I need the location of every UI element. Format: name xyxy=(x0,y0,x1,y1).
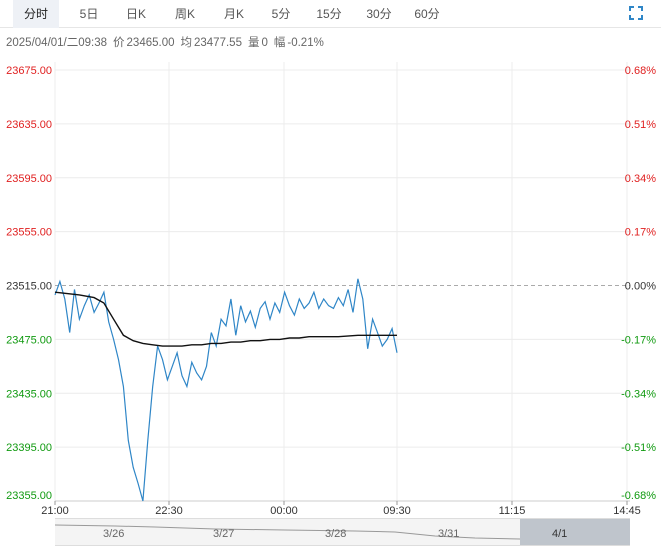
pct-tick-label: -0.34% xyxy=(621,388,656,400)
average-line xyxy=(54,291,397,347)
navigator-selection[interactable] xyxy=(520,519,630,545)
pct-tick-label: -0.51% xyxy=(621,442,656,454)
price-label: 价 xyxy=(113,37,125,49)
x-tick-label: 11:15 xyxy=(499,505,526,517)
y-tick-label: 23555.00 xyxy=(6,227,52,239)
nav-label-0326: 3/26 xyxy=(103,528,125,540)
nav-label-0327: 3/27 xyxy=(213,528,235,540)
tab-daily-k[interactable]: 日K xyxy=(125,7,146,21)
y-tick-label: 23355.00 xyxy=(6,490,52,502)
pct-tick-label: 0.00% xyxy=(625,281,656,293)
x-tick-label: 00:00 xyxy=(270,505,298,517)
quote-avg: 23477.55 xyxy=(194,37,242,49)
y-tick-label: 23635.00 xyxy=(6,119,52,131)
tab-weekly-k[interactable]: 周K xyxy=(174,7,195,21)
pct-tick-label: 0.68% xyxy=(625,65,656,77)
x-tick-label: 14:45 xyxy=(613,505,641,517)
x-tick-label: 22:30 xyxy=(155,505,183,517)
navigator-sparkline xyxy=(55,524,521,540)
pct-tick-label: -0.17% xyxy=(621,334,656,346)
change-label: 幅 xyxy=(273,37,286,49)
quote-change: -0.21% xyxy=(287,37,324,49)
y-tick-label: 23435.00 xyxy=(6,388,52,400)
tab-intraday[interactable]: 分时 xyxy=(13,0,59,28)
y-tick-label: 23675.00 xyxy=(6,65,52,77)
tab-15min[interactable]: 15分 xyxy=(316,7,342,21)
x-tick-label: 09:30 xyxy=(383,505,411,517)
fullscreen-icon[interactable] xyxy=(629,6,643,20)
tab-monthly-k[interactable]: 月K xyxy=(223,7,244,21)
quote-volume: 0 xyxy=(261,37,268,49)
time-navigator[interactable]: 3/26 3/27 3/28 3/31 4/1 xyxy=(55,518,630,546)
pct-tick-label: 0.51% xyxy=(625,119,656,131)
pct-tick-label: -0.68% xyxy=(621,490,656,502)
y-tick-label: 23475.00 xyxy=(6,334,52,346)
quote-price: 23465.00 xyxy=(126,37,175,49)
tab-60min[interactable]: 60分 xyxy=(414,7,440,21)
volume-label: 量 xyxy=(247,37,260,49)
pct-tick-label: 0.34% xyxy=(625,173,656,185)
x-tick-label: 21:00 xyxy=(41,505,69,517)
chart-period-tabs: 分时 5日 日K 周K 月K 5分 15分 30分 60分 xyxy=(0,0,661,28)
y-tick-label: 23595.00 xyxy=(6,173,52,185)
quote-info-bar: 2025/04/01/二09:38 价 23465.00 均 23477.55 量 0 幅 -0… xyxy=(6,34,330,50)
price-line xyxy=(54,278,398,502)
nav-label-0331: 3/31 xyxy=(438,528,460,540)
nav-label-0401: 4/1 xyxy=(552,528,568,540)
avg-label: 均 xyxy=(180,37,193,49)
y-tick-label: 23515.00 xyxy=(6,281,52,293)
tab-30min[interactable]: 30分 xyxy=(366,7,392,21)
quote-datetime: 2025/04/01/二09:38 xyxy=(6,37,108,49)
y-tick-label: 23395.00 xyxy=(6,442,52,454)
tab-5day[interactable]: 5日 xyxy=(79,7,99,21)
pct-tick-label: 0.17% xyxy=(625,227,656,239)
tab-5min[interactable]: 5分 xyxy=(271,7,291,21)
nav-label-0328: 3/28 xyxy=(325,528,347,540)
